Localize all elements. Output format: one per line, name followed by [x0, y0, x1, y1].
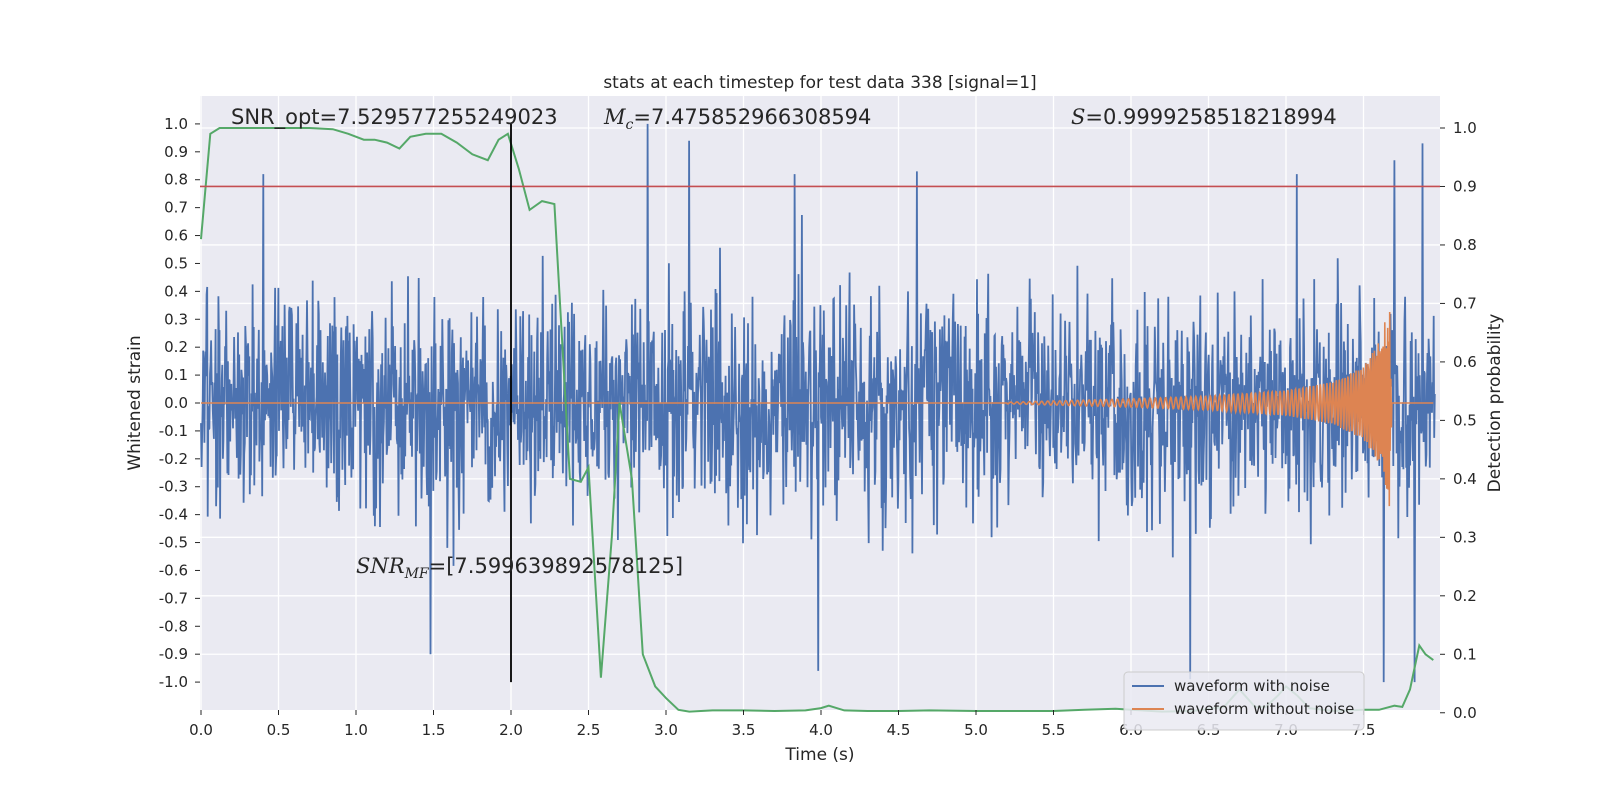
right-y-tick-label: 0.1: [1453, 645, 1477, 663]
score-symbol: S: [1071, 105, 1085, 129]
legend: waveform with noise waveform without noi…: [1123, 671, 1365, 731]
y-tick-label: 0.5: [164, 254, 188, 272]
right-y-axis-label: Detection probability: [1485, 314, 1505, 493]
y-tick-label: -0.8: [159, 617, 188, 635]
y-tick-label: 0.1: [164, 366, 188, 384]
legend-label-clean: waveform without noise: [1174, 700, 1354, 718]
right-y-tick-label: 0.9: [1453, 177, 1477, 195]
y-tick-label: 0.7: [164, 199, 188, 217]
y-tick-label: 0.0: [164, 394, 188, 412]
x-tick-label: 0.5: [267, 721, 291, 739]
right-y-tick-label: 0.0: [1453, 704, 1477, 722]
x-tick-label: 5.5: [1042, 721, 1066, 739]
right-y-tick-label: 0.3: [1453, 528, 1477, 546]
y-tick-label: -0.3: [159, 478, 188, 496]
y-tick-label: 0.3: [164, 310, 188, 328]
x-tick-label: 0.0: [189, 721, 213, 739]
right-y-tick-label: 0.2: [1453, 587, 1477, 605]
y-tick-label: -0.9: [159, 645, 188, 663]
chart-title: stats at each timestep for test data 338…: [603, 73, 1036, 93]
waveform-with-noise-series: [200, 123, 1436, 683]
x-tick-label: 3.0: [654, 721, 678, 739]
y-tick-label: 0.9: [164, 143, 188, 161]
waveform-without-noise-line: [201, 311, 1434, 507]
snr-mf-annotation: SNRMF=[7.599639892578125]: [356, 554, 683, 582]
y-tick-label: -0.2: [159, 450, 188, 468]
right-y-tick-label: 0.4: [1453, 470, 1477, 488]
x-axis-label: Time (s): [784, 745, 854, 765]
snr-mf-value: =[7.599639892578125]: [429, 554, 683, 578]
chirp-mass-subscript: c: [626, 117, 634, 133]
right-y-tick-label: 1.0: [1453, 119, 1477, 137]
y-tick-label: -0.1: [159, 422, 188, 440]
axis-ticks: 0.00.51.01.52.02.53.03.54.04.55.05.56.06…: [159, 115, 1477, 739]
y-tick-label: 0.8: [164, 171, 188, 189]
reference-lines: [200, 123, 1440, 683]
chirp-mass-value: =7.475852966308594: [633, 105, 871, 129]
x-tick-label: 2.0: [499, 721, 523, 739]
y-tick-label: -1.0: [159, 673, 188, 691]
x-tick-label: 4.5: [887, 721, 911, 739]
chirp-mass-annotation: Mc=7.475852966308594: [603, 105, 871, 133]
y-tick-label: -0.5: [159, 534, 188, 552]
waveform-without-noise-series: [201, 311, 1434, 507]
y-axis-label: Whitened strain: [125, 335, 145, 470]
score-annotation: S=0.9999258518218994: [1071, 105, 1337, 129]
score-value: =0.9999258518218994: [1085, 105, 1336, 129]
x-tick-label: 5.0: [964, 721, 988, 739]
x-tick-label: 1.5: [422, 721, 446, 739]
snr-mf-symbol: SNR: [356, 554, 405, 578]
x-tick-label: 3.5: [732, 721, 756, 739]
y-tick-label: 0.2: [164, 338, 188, 356]
x-tick-label: 1.0: [344, 721, 368, 739]
x-tick-label: 2.5: [577, 721, 601, 739]
right-y-tick-label: 0.8: [1453, 236, 1477, 254]
waveform-with-noise-line: [200, 123, 1436, 683]
legend-label-noise: waveform with noise: [1174, 677, 1330, 695]
legend-box: [1123, 671, 1365, 731]
y-tick-label: -0.4: [159, 506, 188, 524]
y-tick-label: -0.7: [159, 589, 188, 607]
y-tick-label: 0.4: [164, 282, 188, 300]
y-tick-label: 1.0: [164, 115, 188, 133]
snr-mf-subscript: MF: [404, 566, 430, 582]
snr-opt-annotation: SNR_opt=7.529577255249023: [231, 105, 558, 130]
right-y-tick-label: 0.5: [1453, 411, 1477, 429]
y-tick-label: -0.6: [159, 561, 188, 579]
right-y-tick-label: 0.7: [1453, 294, 1477, 312]
y-tick-label: 0.6: [164, 227, 188, 245]
chirp-mass-symbol: M: [603, 105, 626, 129]
x-tick-label: 4.0: [809, 721, 833, 739]
right-y-tick-label: 0.6: [1453, 353, 1477, 371]
